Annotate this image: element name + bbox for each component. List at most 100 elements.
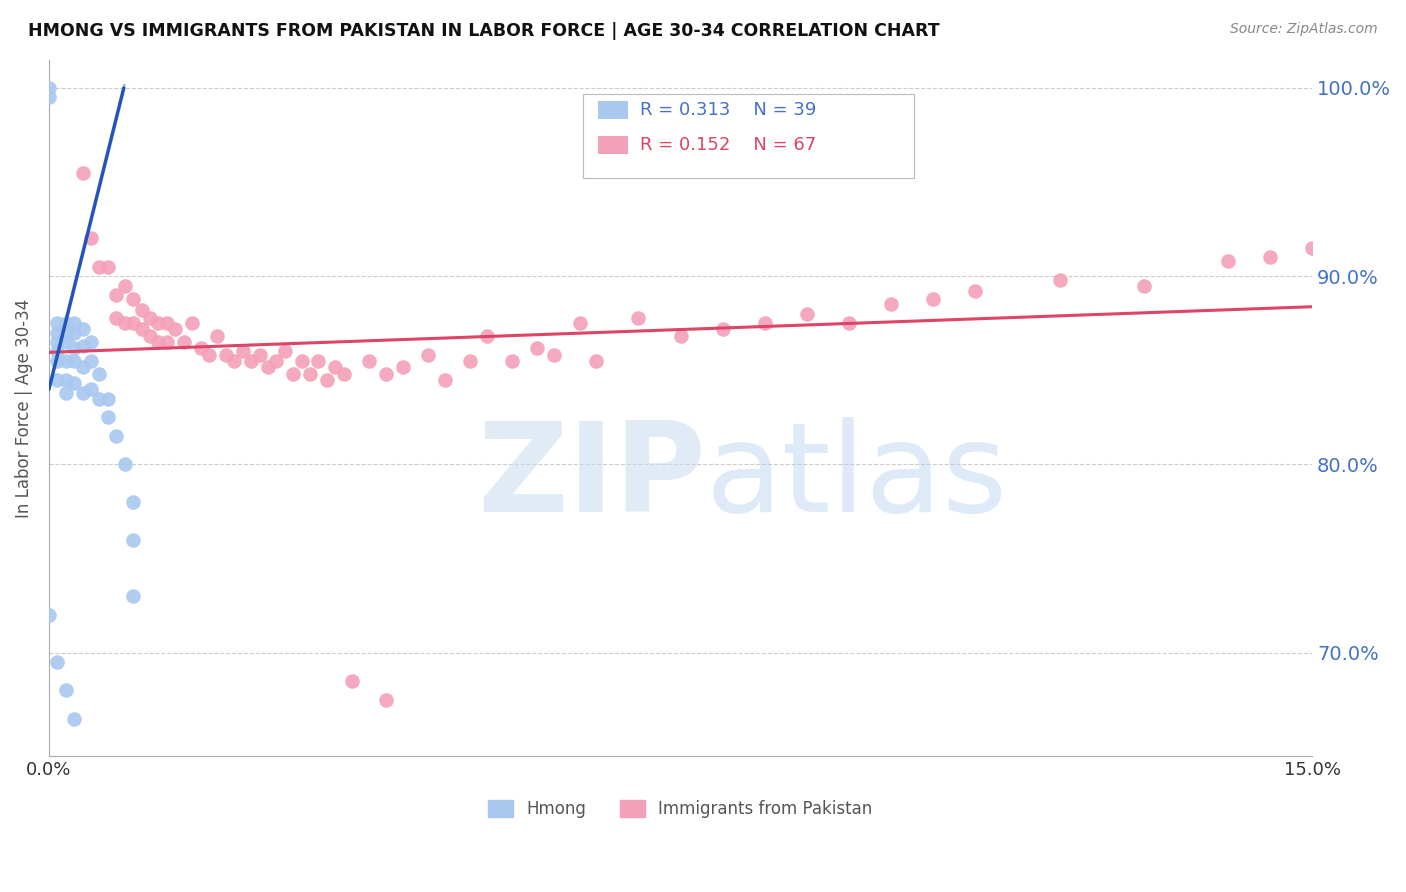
- Point: [458, 354, 481, 368]
- Point: [754, 316, 776, 330]
- Point: [72, 359, 94, 374]
- Point: [433, 373, 456, 387]
- Point: [1132, 278, 1154, 293]
- Point: [105, 429, 128, 443]
- Point: [131, 303, 153, 318]
- Point: [181, 316, 204, 330]
- Legend: Hmong, Immigrants from Pakistan: Hmong, Immigrants from Pakistan: [482, 793, 879, 824]
- Point: [249, 348, 271, 362]
- Point: [38, 90, 60, 104]
- Point: [207, 329, 229, 343]
- Point: [72, 322, 94, 336]
- Point: [80, 334, 103, 349]
- Point: [122, 316, 145, 330]
- Point: [97, 260, 120, 274]
- Point: [568, 316, 591, 330]
- Point: [711, 322, 734, 336]
- Point: [122, 589, 145, 603]
- Point: [122, 292, 145, 306]
- Point: [283, 367, 305, 381]
- Point: [475, 329, 498, 343]
- Point: [46, 326, 69, 340]
- Point: [131, 322, 153, 336]
- Point: [114, 316, 136, 330]
- Point: [55, 316, 77, 330]
- Point: [165, 322, 187, 336]
- Point: [1216, 254, 1239, 268]
- Text: ZIP: ZIP: [477, 417, 706, 538]
- Point: [63, 712, 86, 726]
- Point: [357, 354, 380, 368]
- Point: [266, 354, 288, 368]
- Point: [838, 316, 860, 330]
- Point: [97, 392, 120, 406]
- Point: [374, 367, 396, 381]
- Point: [38, 608, 60, 623]
- Point: [156, 316, 179, 330]
- Point: [72, 339, 94, 353]
- Point: [173, 334, 195, 349]
- Point: [105, 310, 128, 325]
- Point: [46, 354, 69, 368]
- Text: R = 0.313    N = 39: R = 0.313 N = 39: [640, 101, 815, 119]
- Point: [46, 334, 69, 349]
- Text: HMONG VS IMMIGRANTS FROM PAKISTAN IN LABOR FORCE | AGE 30-34 CORRELATION CHART: HMONG VS IMMIGRANTS FROM PAKISTAN IN LAB…: [28, 22, 939, 40]
- Point: [224, 354, 246, 368]
- Point: [374, 693, 396, 707]
- Point: [122, 533, 145, 547]
- Point: [391, 359, 413, 374]
- Point: [627, 310, 650, 325]
- Point: [89, 260, 111, 274]
- Point: [139, 310, 162, 325]
- Point: [63, 341, 86, 355]
- Point: [105, 288, 128, 302]
- Point: [232, 344, 254, 359]
- Point: [72, 385, 94, 400]
- Point: [46, 373, 69, 387]
- Point: [215, 348, 238, 362]
- Point: [55, 373, 77, 387]
- Point: [501, 354, 523, 368]
- Point: [63, 376, 86, 391]
- Point: [291, 354, 314, 368]
- Point: [543, 348, 565, 362]
- Point: [89, 367, 111, 381]
- Point: [965, 284, 987, 298]
- Point: [63, 316, 86, 330]
- Text: atlas: atlas: [706, 417, 1008, 538]
- Point: [114, 458, 136, 472]
- Text: R = 0.152    N = 67: R = 0.152 N = 67: [640, 136, 815, 154]
- Text: Source: ZipAtlas.com: Source: ZipAtlas.com: [1230, 22, 1378, 37]
- Point: [416, 348, 439, 362]
- Point: [156, 334, 179, 349]
- Point: [922, 292, 945, 306]
- Point: [332, 367, 354, 381]
- Point: [148, 334, 170, 349]
- Point: [55, 334, 77, 349]
- Point: [80, 231, 103, 245]
- Point: [114, 278, 136, 293]
- Point: [46, 655, 69, 669]
- Point: [198, 348, 221, 362]
- Y-axis label: In Labor Force | Age 30-34: In Labor Force | Age 30-34: [15, 298, 32, 517]
- Point: [55, 385, 77, 400]
- Point: [80, 382, 103, 396]
- Point: [122, 495, 145, 509]
- Point: [240, 354, 263, 368]
- Point: [1049, 273, 1071, 287]
- Point: [55, 354, 77, 368]
- Point: [72, 165, 94, 179]
- Point: [880, 297, 903, 311]
- Point: [38, 80, 60, 95]
- Point: [307, 354, 329, 368]
- Point: [63, 326, 86, 340]
- Point: [526, 341, 548, 355]
- Point: [46, 316, 69, 330]
- Point: [139, 329, 162, 343]
- Point: [274, 344, 297, 359]
- Point: [55, 326, 77, 340]
- Point: [89, 392, 111, 406]
- Point: [55, 683, 77, 698]
- Point: [1301, 241, 1323, 255]
- Point: [46, 344, 69, 359]
